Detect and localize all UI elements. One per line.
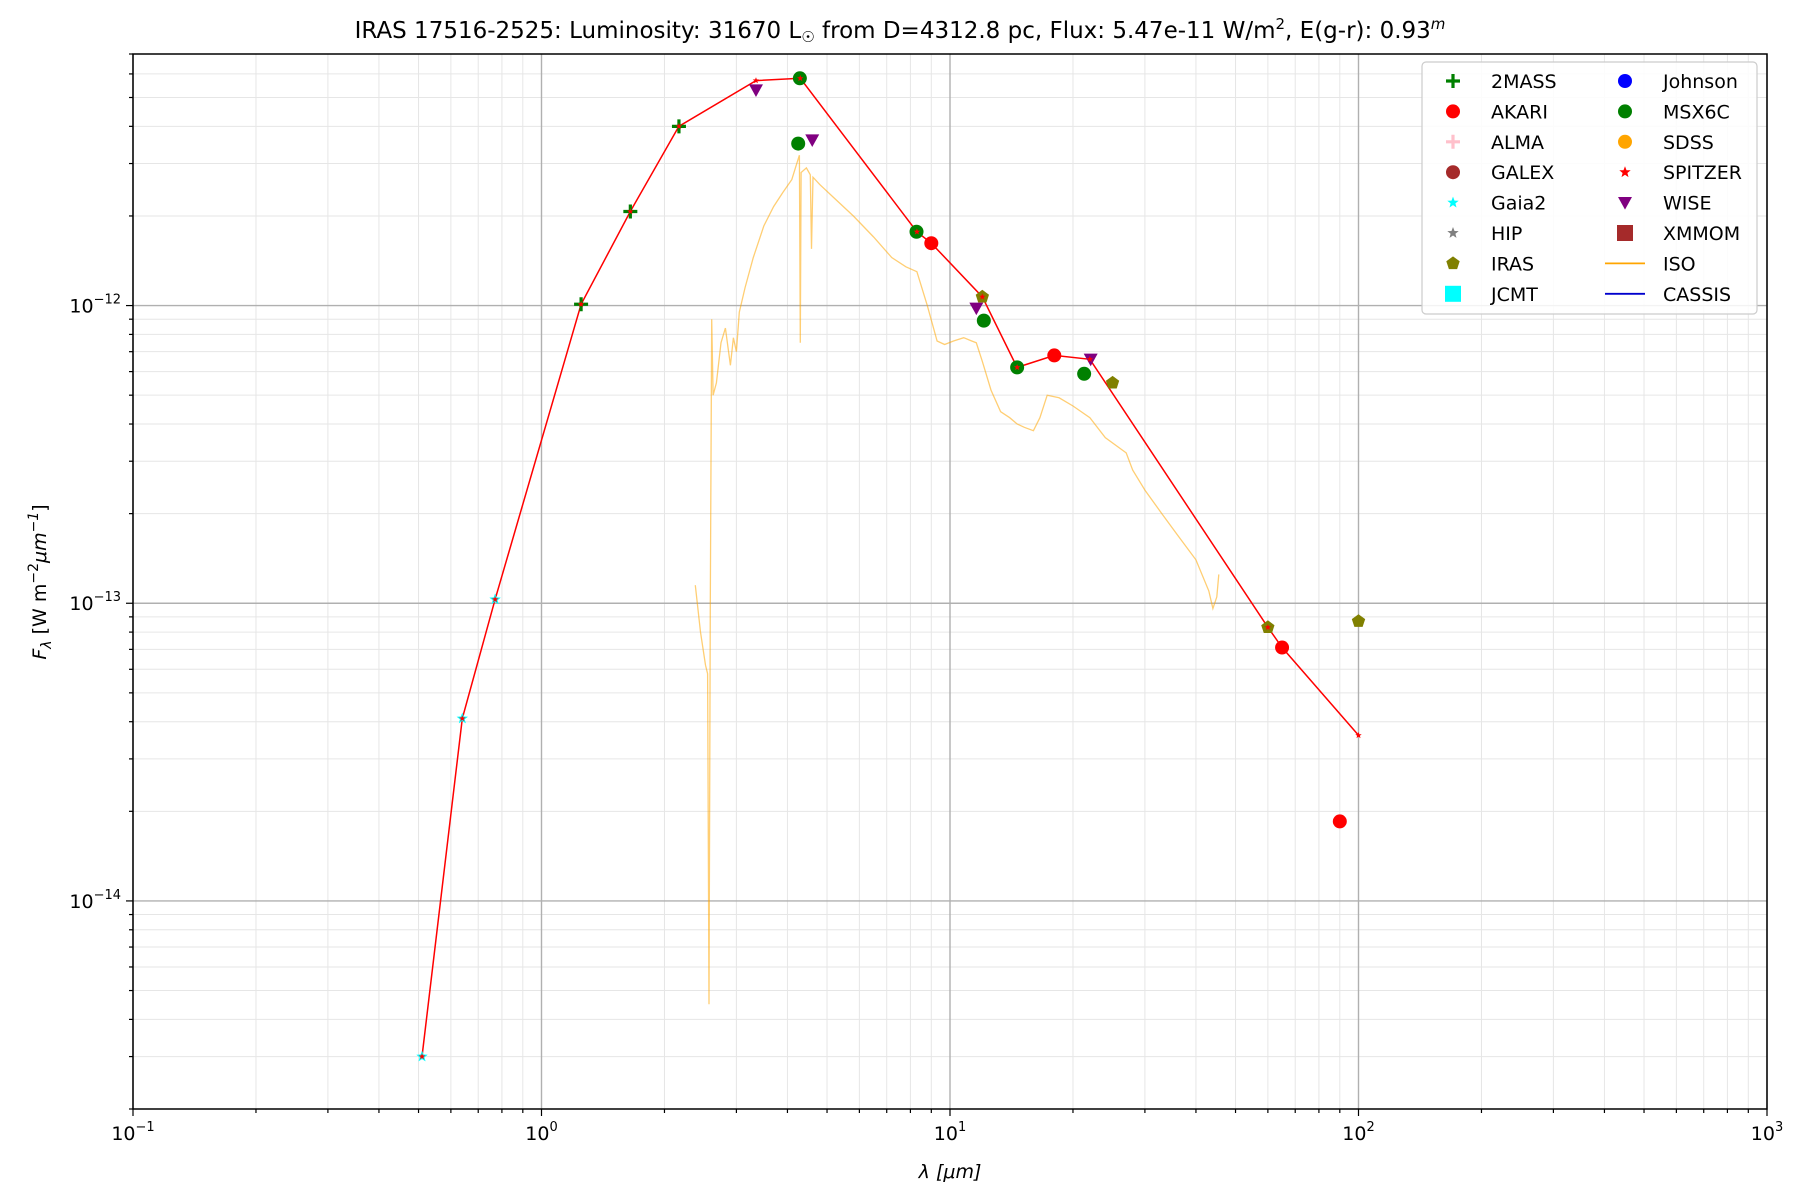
legend-label-sdss: SDSS bbox=[1663, 132, 1714, 154]
spitzer-point bbox=[577, 300, 585, 307]
legend-marker-spitzer bbox=[1619, 166, 1631, 178]
x-tick-label: 102 bbox=[1342, 1120, 1374, 1145]
iras-point bbox=[1105, 375, 1120, 389]
msx6c-point bbox=[976, 313, 991, 328]
wise-point bbox=[748, 84, 763, 97]
spitzer-point bbox=[1264, 623, 1272, 631]
legend-label-alma: ALMA bbox=[1491, 132, 1544, 154]
spitzer-point bbox=[459, 715, 466, 722]
legend-label-gaia2: Gaia2 bbox=[1491, 193, 1546, 215]
legend-marker-gaia2 bbox=[1447, 196, 1459, 208]
legend-label-msx6c: MSX6C bbox=[1663, 101, 1730, 123]
legend-label-galex: GALEX bbox=[1491, 162, 1554, 184]
y-axis-label: Fλ [W m−2μm−1] bbox=[26, 504, 55, 659]
x-tick-label: 100 bbox=[525, 1120, 557, 1145]
spitzer-point bbox=[979, 293, 986, 300]
legend-marker-wise bbox=[1618, 197, 1632, 210]
photometry-markers bbox=[416, 71, 1366, 1062]
legend-label-johnson: Johnson bbox=[1662, 71, 1738, 93]
legend-marker-iras bbox=[1446, 256, 1460, 270]
y-tick-labels: 10−14 10−13 10−12 bbox=[69, 293, 121, 913]
wise-point bbox=[805, 134, 820, 147]
legend-marker-jcmt bbox=[1445, 285, 1461, 302]
y-tick-label: 10−14 bbox=[69, 888, 121, 913]
spitzer-point bbox=[797, 74, 804, 82]
legend-label-wise: WISE bbox=[1663, 193, 1711, 215]
spitzer-point bbox=[1355, 731, 1362, 739]
legend-box bbox=[1421, 61, 1758, 315]
legend-label-hip: HIP bbox=[1491, 223, 1522, 245]
legend-label-2mass: 2MASS bbox=[1491, 71, 1557, 93]
spitzer-point bbox=[928, 239, 935, 246]
legend-marker-sdss bbox=[1618, 134, 1632, 149]
chart-title: IRAS 17516-2525: Luminosity: 31670 L☉ fr… bbox=[355, 15, 1446, 46]
legend-label-iso: ISO bbox=[1663, 253, 1696, 275]
spitzer-point bbox=[913, 228, 921, 235]
spitzer-point bbox=[627, 208, 634, 215]
legend-label-cassis: CASSIS bbox=[1663, 284, 1731, 306]
spitzer-point bbox=[1051, 352, 1058, 359]
legend-marker-xmmom bbox=[1617, 225, 1633, 241]
legend-marker-galex bbox=[1446, 165, 1460, 180]
legend-label-spitzer: SPITZER bbox=[1663, 162, 1742, 184]
spitzer-point bbox=[418, 1053, 426, 1060]
legend-marker-hip bbox=[1447, 227, 1459, 238]
y-tick-label: 10−13 bbox=[69, 590, 121, 615]
akari-point bbox=[1332, 814, 1347, 829]
legend-label-jcmt: JCMT bbox=[1490, 284, 1538, 306]
legend-label-akari: AKARI bbox=[1491, 101, 1548, 123]
legend-marker-akari bbox=[1446, 104, 1460, 119]
wise-point bbox=[969, 302, 984, 316]
x-tick-labels: 10−1 100 101 102 103 bbox=[111, 1120, 1783, 1145]
legend-label-xmmom: XMMOM bbox=[1663, 223, 1740, 245]
x-tick-label: 10−1 bbox=[111, 1120, 154, 1145]
legend: 2MASS Johnson AKARI MSX6C ALMA SDSS GALEX SPITZ… bbox=[1421, 61, 1758, 315]
iso-spectrum bbox=[694, 155, 1220, 1005]
legend-label-iras: IRAS bbox=[1491, 253, 1534, 275]
spitzer-point bbox=[1086, 355, 1094, 362]
msx6c-point bbox=[791, 136, 806, 151]
legend-marker-johnson bbox=[1618, 74, 1632, 88]
y-tick-label: 10−12 bbox=[69, 293, 121, 318]
series-spitzer bbox=[418, 74, 1362, 1060]
legend-marker-msx6c bbox=[1618, 104, 1632, 119]
spitzer-point bbox=[1013, 364, 1021, 371]
iras-point bbox=[1351, 614, 1366, 627]
spitzer-point bbox=[1278, 644, 1286, 651]
spitzer-point bbox=[752, 77, 760, 84]
legend-marker-2mass bbox=[1446, 74, 1460, 88]
x-axis-label: λ [μm] bbox=[918, 1161, 982, 1183]
iso-spectrum-line bbox=[694, 155, 1220, 1005]
legend-marker-alma bbox=[1446, 134, 1460, 149]
x-tick-label: 101 bbox=[934, 1120, 966, 1145]
axis-ticks bbox=[126, 53, 1768, 1116]
spitzer-point bbox=[675, 122, 683, 130]
msx6c-point bbox=[1077, 366, 1092, 381]
major-grid bbox=[132, 54, 1768, 1109]
x-tick-label: 103 bbox=[1751, 1120, 1783, 1145]
series-wise bbox=[748, 84, 1098, 367]
spitzer-point bbox=[491, 596, 499, 603]
